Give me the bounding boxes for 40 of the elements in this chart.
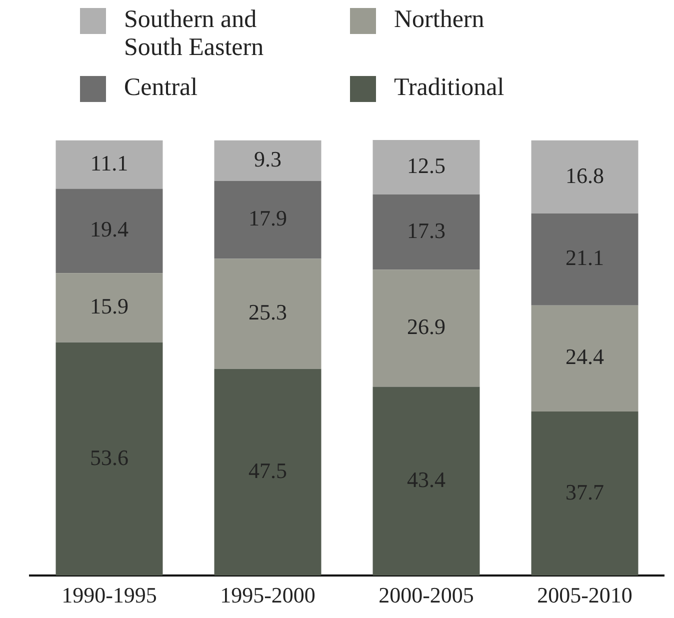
- data-label: 25.3: [248, 300, 287, 325]
- data-label: 24.4: [566, 344, 604, 370]
- bar: [531, 412, 638, 576]
- data-label: 15.9: [90, 294, 128, 319]
- legend-label: Traditional: [394, 74, 504, 102]
- bar: [372, 140, 480, 194]
- data-label: 11.1: [90, 150, 128, 176]
- data-label: 26.9: [407, 314, 446, 339]
- bar: [372, 270, 480, 387]
- data-label: 43.4: [407, 466, 446, 492]
- bar: [56, 188, 163, 274]
- bar: [372, 194, 480, 270]
- data-label: 16.8: [566, 162, 604, 188]
- data-label: 9.3: [254, 146, 282, 172]
- bar: [531, 214, 638, 306]
- data-label: 47.5: [248, 458, 287, 484]
- bar: [214, 180, 322, 259]
- data-label: 37.7: [566, 479, 604, 504]
- legend-label: Northern: [394, 6, 484, 34]
- data-label: 17.3: [407, 218, 446, 243]
- data-label: 21.1: [566, 245, 604, 270]
- bar: [214, 368, 322, 576]
- bar: [56, 342, 163, 576]
- legend-label: Central: [124, 74, 198, 102]
- data-label: 12.5: [407, 152, 446, 178]
- bar: [531, 140, 638, 214]
- bar: [372, 386, 480, 576]
- bar: [214, 258, 322, 369]
- data-label: 53.6: [90, 444, 128, 470]
- x-tick-label: 2000-2005: [378, 582, 474, 608]
- data-label: 17.9: [248, 206, 287, 231]
- bar: [531, 305, 638, 412]
- x-tick-label: 1990-1995: [62, 582, 157, 608]
- bar: [56, 140, 163, 189]
- legend-label: Southern and South Eastern: [124, 6, 265, 62]
- data-label: 19.4: [90, 216, 128, 242]
- x-tick-label: 1995-2000: [220, 582, 316, 608]
- bar: [56, 273, 163, 342]
- x-tick-label: 2005-2010: [537, 582, 632, 608]
- bar: [214, 140, 322, 181]
